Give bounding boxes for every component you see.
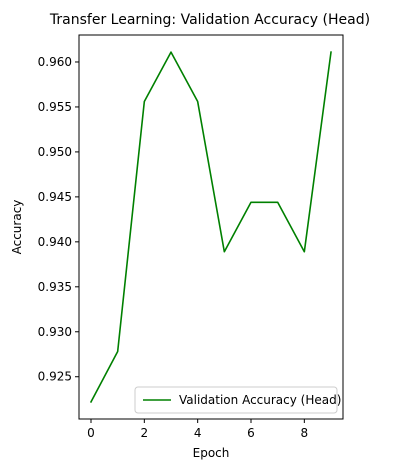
y-tick-label: 0.935	[38, 280, 72, 294]
legend-label: Validation Accuracy (Head)	[179, 393, 341, 407]
x-tick-label: 8	[301, 426, 309, 440]
x-tick-label: 2	[141, 426, 149, 440]
axis-ticks: 0 2 4 6 8 0.925 0.930 0.935 0.940 0.945 0.950 0.955…	[38, 55, 309, 440]
y-tick-label: 0.955	[38, 100, 72, 114]
series-layer	[89, 51, 332, 403]
x-axis-label: Epoch	[193, 446, 230, 460]
legend-box	[134, 386, 338, 414]
y-tick-label: 0.930	[38, 325, 72, 339]
y-tick-label: 0.950	[38, 145, 72, 159]
chart-title: Transfer Learning: Validation Accuracy (…	[49, 12, 370, 28]
y-tick-label: 0.925	[38, 370, 72, 384]
y-tick-label: 0.945	[38, 190, 72, 204]
series-line	[89, 51, 332, 403]
y-tick-label: 0.960	[38, 55, 72, 69]
x-tick-label: 6	[247, 426, 255, 440]
plot-frame	[78, 34, 344, 420]
legend: Validation Accuracy (Head)	[134, 386, 341, 414]
y-axis-label: Accuracy	[10, 200, 24, 255]
y-tick-label: 0.940	[38, 235, 72, 249]
x-tick-label: 0	[87, 426, 95, 440]
x-tick-label: 4	[194, 426, 202, 440]
